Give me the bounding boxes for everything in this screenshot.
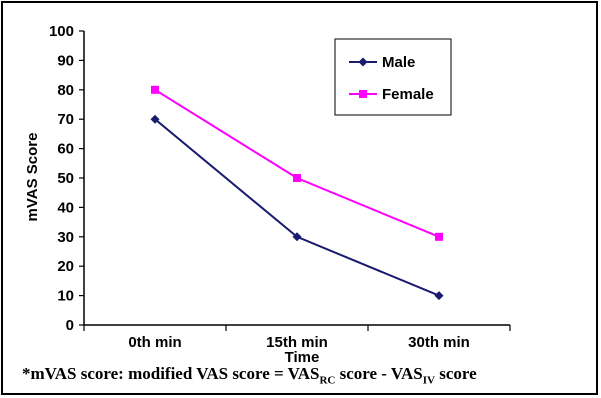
y-tick-label: 20 <box>57 258 74 275</box>
legend-box <box>334 38 452 116</box>
series-layer <box>150 85 444 301</box>
y-tick-label: 0 <box>66 317 74 334</box>
legend-marker-male <box>358 57 368 67</box>
x-axis-label: Time <box>285 349 320 366</box>
series-line-male <box>154 118 440 297</box>
footnote-sub-rc: RC <box>319 374 336 387</box>
y-tick-label: 10 <box>57 288 74 305</box>
series-male <box>150 114 444 301</box>
y-tick-label: 80 <box>57 82 74 99</box>
legend-label-female: Female <box>382 86 434 103</box>
x-tick-label: 15th min <box>266 334 328 351</box>
y-tick-label: 100 <box>49 23 74 40</box>
data-point-female <box>435 232 443 241</box>
legend-label-male: Male <box>382 54 415 71</box>
footnote-prefix: *mVAS score: modified VAS score = VAS <box>22 364 320 383</box>
data-point-male <box>150 114 160 124</box>
data-point-female <box>151 85 159 94</box>
legend-marker-female <box>359 90 367 98</box>
chart-axes: 0 10 20 30 40 50 60 70 80 90 100 0th min 15th min 30t… <box>49 23 511 351</box>
x-tick-label: 0th min <box>128 334 181 351</box>
footnote-suffix: score <box>434 364 477 383</box>
footnote-sub-iv: IV <box>422 374 435 387</box>
data-point-male <box>292 232 302 242</box>
y-tick-label: 90 <box>57 52 74 69</box>
y-tick-label: 40 <box>57 199 74 216</box>
legend: Male Female <box>334 38 452 116</box>
data-point-female <box>293 174 301 182</box>
series-female <box>151 85 443 241</box>
y-tick-label: 70 <box>57 111 74 128</box>
data-point-male <box>434 291 444 301</box>
y-tick-label: 30 <box>57 229 74 246</box>
y-tick-label: 50 <box>57 170 74 187</box>
x-tick-label: 30th min <box>408 334 470 351</box>
y-tick-label: 60 <box>57 141 74 158</box>
footnote: *mVAS score: modified VAS score = VASRC … <box>22 364 592 386</box>
footnote-middle: score - VAS <box>335 364 423 383</box>
y-axis-label: mVAS Score <box>24 133 41 222</box>
